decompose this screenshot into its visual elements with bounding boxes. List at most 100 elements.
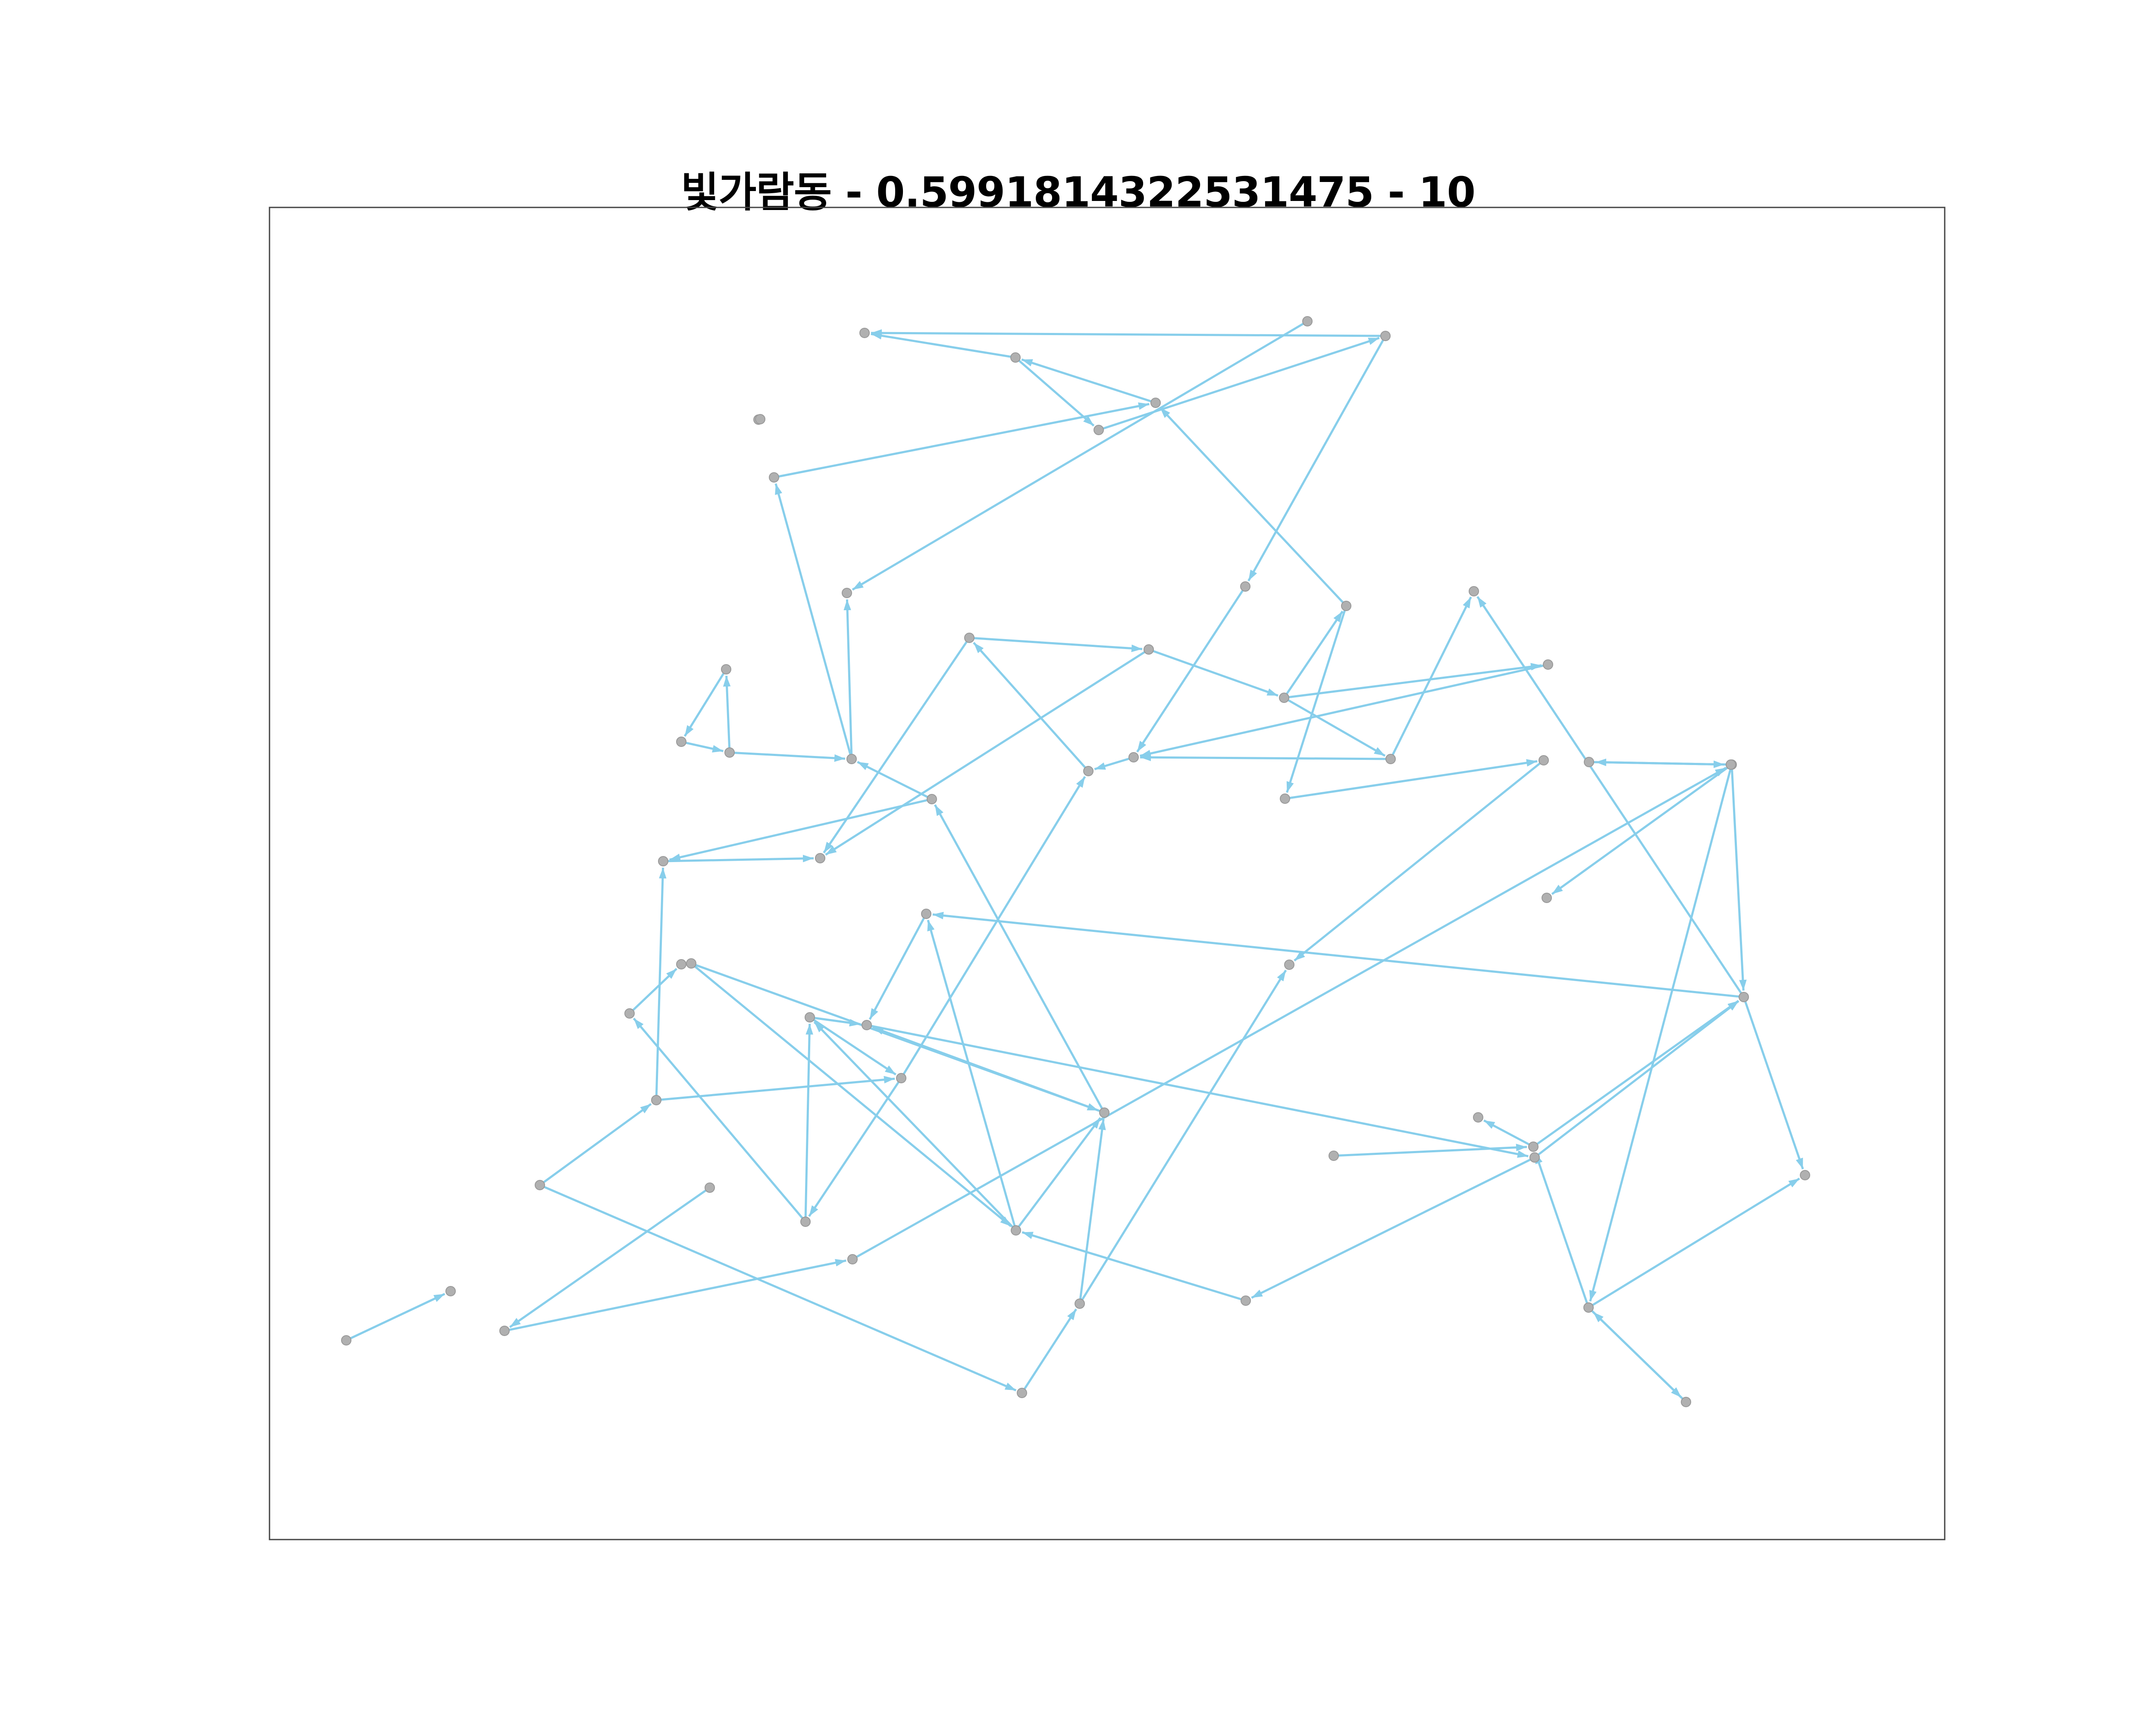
node-n35 xyxy=(896,1073,906,1083)
edge-n32-n37 xyxy=(695,964,1099,1112)
node-n46 xyxy=(1017,1388,1027,1398)
edge-n13-n10 xyxy=(723,675,731,748)
node-n1 xyxy=(859,328,870,338)
edge-n49-n45 xyxy=(1536,1000,1739,1145)
edge-n38-n34 xyxy=(868,917,925,1020)
node-n25 xyxy=(1284,960,1294,970)
edge-n14-n2 xyxy=(774,483,852,755)
edge-n33-n34 xyxy=(814,1017,861,1027)
edge-n41-n46 xyxy=(544,1186,1017,1392)
edge-n34-n43 xyxy=(871,1025,1529,1158)
edge-n55-n53 xyxy=(856,767,1727,1258)
node-n16 xyxy=(1144,644,1154,655)
edge-n20-n27 xyxy=(1288,699,1386,757)
edges-layer xyxy=(350,323,1804,1400)
node-n15 xyxy=(964,633,975,643)
node-n19 xyxy=(1083,766,1094,776)
node-n23 xyxy=(1469,586,1479,596)
edge-n53-n54 xyxy=(1551,766,1729,895)
edge-n35-n19 xyxy=(903,776,1086,1075)
node-n12 xyxy=(842,588,852,598)
edge-n29-n14 xyxy=(857,761,928,798)
node-n57 xyxy=(1329,1151,1339,1161)
node-n41 xyxy=(535,1180,545,1190)
edge-n24-n26 xyxy=(1289,759,1538,799)
edge-n8-n9 xyxy=(1247,339,1384,582)
node-n38 xyxy=(921,909,931,919)
edge-n37-n29 xyxy=(934,804,1103,1109)
edge-n26-n25 xyxy=(1294,762,1541,962)
edge-n43-n39 xyxy=(1251,1158,1531,1299)
node-n7 xyxy=(1302,316,1313,326)
edge-n10-n11 xyxy=(683,673,725,737)
node-n62 xyxy=(755,414,765,424)
node-n4 xyxy=(1094,425,1104,435)
edge-n36-n37 xyxy=(1018,1117,1101,1227)
edge-n3-n4 xyxy=(1018,360,1095,427)
node-n18 xyxy=(1128,752,1139,762)
node-n52 xyxy=(1584,757,1594,767)
edge-n42-n31 xyxy=(633,1017,803,1219)
edge-n44-n25 xyxy=(1081,969,1287,1300)
node-n9 xyxy=(1240,581,1250,592)
edge-n50-n51 xyxy=(1591,1310,1682,1399)
node-n26 xyxy=(1539,755,1549,765)
node-n42 xyxy=(800,1217,811,1227)
node-n10 xyxy=(721,664,731,674)
edge-n4-n8 xyxy=(1103,337,1380,430)
node-n17 xyxy=(815,853,825,863)
node-n56 xyxy=(705,1182,715,1193)
node-n43 xyxy=(1529,1152,1540,1163)
edge-n21-n5 xyxy=(1159,407,1344,603)
edge-n45-n23 xyxy=(1476,596,1742,994)
node-n2 xyxy=(769,472,779,483)
edge-n40-n28 xyxy=(655,867,667,1096)
edge-n8-n1 xyxy=(871,329,1381,337)
edge-n45-n47 xyxy=(1744,1001,1804,1170)
node-n50 xyxy=(1583,1302,1594,1313)
edge-n14-n12 xyxy=(843,599,853,755)
node-n55 xyxy=(847,1254,858,1264)
edge-n11-n13 xyxy=(686,741,724,753)
node-n34 xyxy=(862,1020,872,1030)
edge-n3-n1 xyxy=(871,332,1011,358)
node-n59 xyxy=(445,1286,456,1296)
node-n37 xyxy=(1099,1107,1109,1118)
edge-n19-n15 xyxy=(973,642,1086,768)
edge-n7-n12 xyxy=(852,323,1304,591)
node-n40 xyxy=(651,1095,661,1105)
node-n3 xyxy=(1010,352,1021,363)
node-n60 xyxy=(341,1335,351,1346)
edge-n31-n30 xyxy=(632,968,677,1011)
node-n54 xyxy=(1542,893,1552,903)
node-n39 xyxy=(1241,1295,1251,1306)
edge-n22-n18 xyxy=(1140,664,1544,757)
edge-n20-n21 xyxy=(1286,611,1344,695)
node-n20 xyxy=(1279,693,1289,703)
node-n32 xyxy=(686,958,696,969)
edge-n50-n47 xyxy=(1592,1177,1800,1306)
node-n14 xyxy=(846,754,857,764)
edge-n44-n37 xyxy=(1079,1119,1106,1299)
edge-n35-n42 xyxy=(808,1081,899,1217)
plot-frame xyxy=(269,207,1946,1540)
edge-n49-n48 xyxy=(1483,1119,1530,1146)
node-n22 xyxy=(1543,659,1553,670)
edge-n53-n50 xyxy=(1589,768,1732,1302)
edge-n60-n59 xyxy=(350,1293,445,1339)
node-n36 xyxy=(1011,1225,1021,1236)
node-n48 xyxy=(1473,1112,1483,1123)
node-n33 xyxy=(805,1012,815,1022)
edge-n27-n23 xyxy=(1391,596,1472,756)
edge-n20-n22 xyxy=(1288,663,1542,699)
edge-n42-n33 xyxy=(804,1023,813,1217)
edge-n58-n55 xyxy=(509,1259,846,1331)
edge-n50-n49 xyxy=(1534,1152,1588,1304)
edge-n2-n5 xyxy=(778,402,1150,478)
chart-title: 빛가람동 - 0.5991814322531475 - 10 xyxy=(680,168,1476,216)
edge-n46-n44 xyxy=(1023,1308,1077,1390)
edge-n40-n35 xyxy=(661,1076,895,1101)
edge-n36-n33 xyxy=(813,1021,1014,1228)
edge-n45-n38 xyxy=(932,912,1739,998)
